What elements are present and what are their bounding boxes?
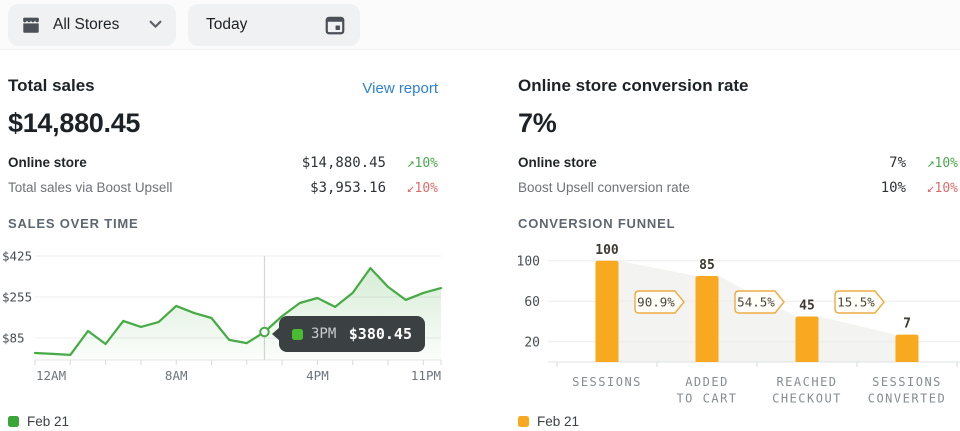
total-sales-title: Total sales	[8, 76, 95, 95]
conversion-funnel-chart[interactable]: 100 60 20 100 SESSIONS 85 ADDED TO CART 45 REACHE…	[510, 238, 960, 413]
chevron-down-icon	[149, 16, 162, 34]
svg-text:CONVERTED: CONVERTED	[868, 392, 947, 406]
svg-text:TO CART: TO CART	[676, 392, 737, 406]
svg-text:7: 7	[903, 317, 911, 332]
chart-tooltip: 3PM $380.45	[272, 316, 425, 352]
metric-label: Total sales via Boost Upsell	[8, 180, 173, 195]
funnel-chart-legend: Feb 21	[518, 414, 579, 429]
svg-text:100: 100	[517, 254, 540, 269]
legend-swatch-green	[8, 416, 19, 427]
svg-text:SESSIONS: SESSIONS	[872, 375, 942, 389]
legend-label: Feb 21	[537, 414, 580, 429]
metric-label: Online store	[518, 155, 597, 170]
calendar-icon	[324, 14, 346, 36]
svg-text:SESSIONS: SESSIONS	[572, 375, 642, 389]
metric-delta-down: ↙10%	[406, 181, 438, 196]
store-filter-button[interactable]: All Stores	[8, 4, 176, 46]
svg-text:20: 20	[524, 335, 540, 350]
conversion-rate-value: 7%	[518, 108, 557, 138]
tooltip-time: 3PM	[311, 326, 337, 342]
svg-text:90.9%: 90.9%	[637, 295, 675, 310]
metric-label: Online store	[8, 155, 87, 170]
view-report-link[interactable]: View report	[362, 80, 438, 97]
date-filter-button[interactable]: Today	[188, 4, 360, 46]
svg-text:11PM: 11PM	[411, 368, 441, 383]
metric-delta-up: ↗10%	[926, 156, 958, 171]
total-sales-value: $14,880.45	[8, 108, 141, 138]
legend-label: Feb 21	[27, 414, 70, 429]
metric-value: 10%	[880, 180, 906, 196]
conversion-funnel-label: CONVERSION FUNNEL	[518, 216, 676, 231]
metric-value: $3,953.16	[310, 180, 386, 196]
metric-value: $14,880.45	[301, 155, 386, 171]
metric-row-online-store-rate: Online store 7% ↗10%	[518, 155, 958, 171]
svg-text:4PM: 4PM	[306, 368, 329, 383]
total-sales-breakdown: Online store $14,880.45 ↗10% Total sales…	[8, 155, 438, 196]
metric-delta-down: ↙10%	[926, 181, 958, 196]
conversion-rate-title: Online store conversion rate	[518, 76, 749, 95]
metric-row-online-store: Online store $14,880.45 ↗10%	[8, 155, 438, 171]
sales-chart-legend: Feb 21	[8, 414, 69, 429]
svg-text:$425: $425	[2, 249, 32, 264]
svg-text:$255: $255	[2, 290, 32, 305]
svg-text:54.5%: 54.5%	[737, 295, 775, 310]
metric-row-boost-upsell-rate: Boost Upsell conversion rate 10% ↙10%	[518, 180, 958, 196]
metric-value: 7%	[889, 155, 906, 171]
svg-text:$85: $85	[2, 331, 25, 346]
top-filter-bar: All Stores Today	[0, 0, 960, 50]
tooltip-value: $380.45	[348, 325, 412, 343]
svg-text:45: 45	[799, 298, 815, 313]
metric-label: Boost Upsell conversion rate	[518, 180, 690, 195]
date-filter-label: Today	[206, 16, 248, 33]
svg-text:8AM: 8AM	[165, 368, 188, 383]
sales-over-time-label: SALES OVER TIME	[8, 216, 139, 231]
metric-delta-up: ↗10%	[406, 156, 438, 171]
svg-text:85: 85	[699, 258, 715, 273]
svg-text:100: 100	[595, 243, 619, 258]
store-icon	[20, 14, 42, 36]
svg-text:15.5%: 15.5%	[837, 295, 875, 310]
svg-text:CHECKOUT: CHECKOUT	[772, 392, 842, 406]
conversion-breakdown: Online store 7% ↗10% Boost Upsell conver…	[518, 155, 958, 196]
svg-text:12AM: 12AM	[36, 368, 66, 383]
metric-row-boost-upsell: Total sales via Boost Upsell $3,953.16 ↙…	[8, 180, 438, 196]
store-filter-label: All Stores	[53, 16, 120, 33]
legend-swatch-orange	[518, 416, 529, 427]
svg-text:REACHED: REACHED	[776, 375, 837, 389]
svg-text:ADDED: ADDED	[685, 375, 729, 389]
svg-text:60: 60	[524, 295, 540, 310]
tooltip-series-swatch	[292, 328, 303, 340]
